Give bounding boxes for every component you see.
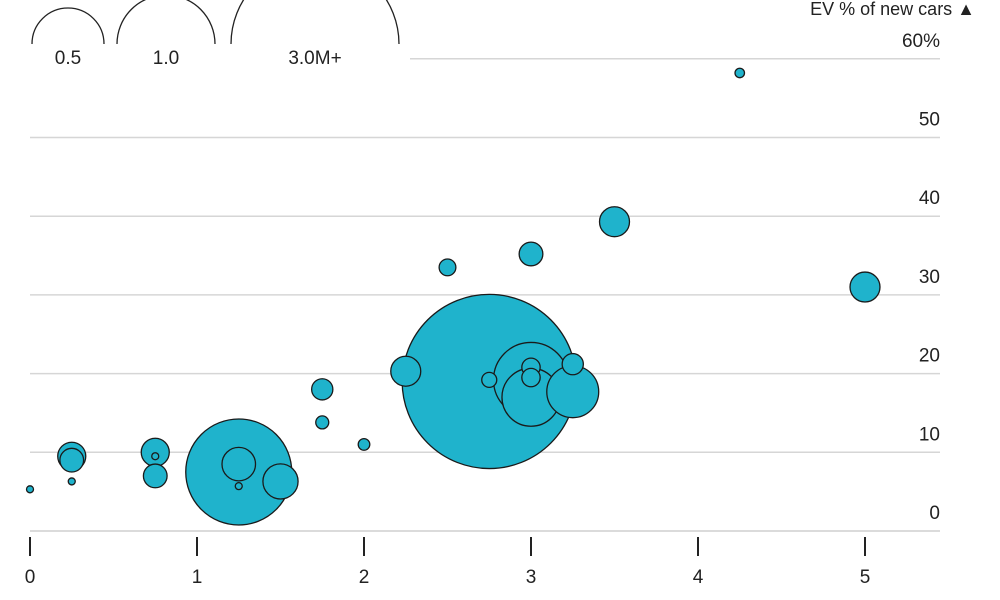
y-tick-label: 40 [919, 188, 940, 209]
legend-size-arc [116, 0, 216, 45]
y-tick-label: 10 [919, 424, 940, 445]
bubble [262, 463, 299, 500]
bubble [59, 447, 85, 473]
x-tick-label: 5 [860, 567, 871, 588]
legend-size-label: 0.5 [55, 48, 81, 69]
bubble [518, 241, 544, 267]
bubble [234, 481, 243, 491]
bubble [142, 463, 168, 489]
legend-size-label: 1.0 [153, 48, 179, 69]
legend-size-label: 3.0M+ [288, 48, 341, 69]
bubble [151, 452, 160, 461]
bubble [390, 355, 422, 387]
bubble [315, 415, 330, 430]
bubble [25, 485, 35, 494]
bubble [221, 446, 257, 482]
x-tick-label: 2 [359, 567, 370, 588]
x-tick-label: 3 [526, 567, 537, 588]
x-tick-label: 0 [25, 567, 36, 588]
y-tick-label: 60% [902, 31, 940, 52]
bubble [598, 206, 631, 238]
bubble [357, 437, 371, 451]
y-tick-label: 0 [929, 503, 940, 524]
legend-size-arc [31, 7, 105, 45]
bubble [310, 378, 334, 401]
size-legend: 0.5 1.0 3.0M+ [31, 0, 400, 69]
bubble [734, 67, 746, 79]
bubble [481, 371, 498, 389]
y-tick-label: 50 [919, 110, 940, 131]
y-axis-labels: 0 10 20 30 40 50 60% [902, 31, 940, 524]
legend-size-arc [230, 0, 400, 45]
y-tick-label: 30 [919, 267, 940, 288]
bubble [521, 367, 541, 388]
x-axis: 0 1 2 3 4 5 [25, 530, 940, 588]
y-tick-label: 20 [919, 346, 940, 367]
x-tick-label: 1 [192, 567, 203, 588]
x-tick-label: 4 [693, 567, 704, 588]
bubble [438, 258, 457, 277]
bubbles [25, 67, 881, 526]
bubble [561, 352, 585, 376]
bubble [849, 271, 881, 303]
y-axis-title: EV % of new cars ▲ [810, 0, 975, 19]
bubble [67, 477, 76, 486]
